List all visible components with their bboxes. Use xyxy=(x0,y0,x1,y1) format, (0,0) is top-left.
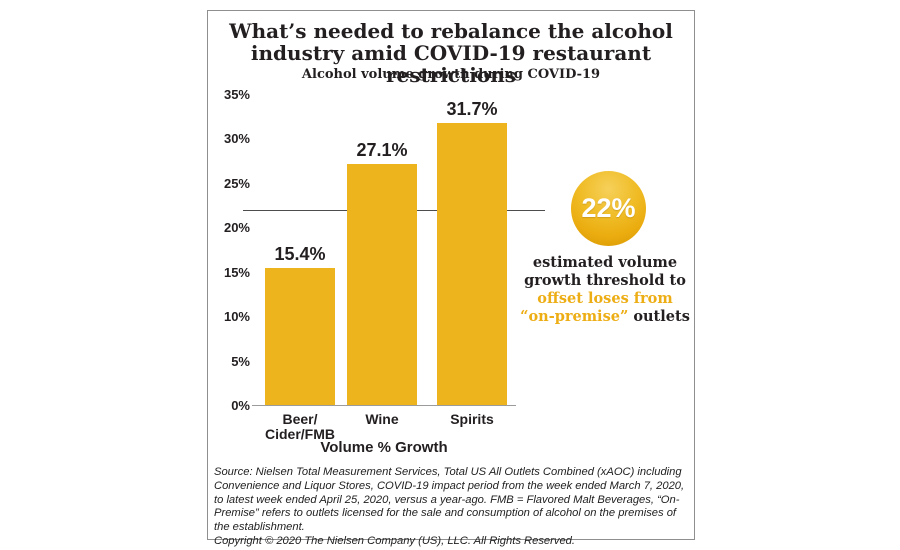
y-axis-tick-label: 30% xyxy=(223,131,250,147)
x-axis-label-wine: Wine xyxy=(322,412,442,427)
x-axis-baseline xyxy=(252,405,516,406)
x-axis-label-line: Cider/FMB xyxy=(265,426,335,442)
annotation-line-1: estimated volume xyxy=(532,254,678,271)
bar-value-label-beer-cider-fmb: 15.4% xyxy=(274,244,326,265)
y-axis-tick-label: 20% xyxy=(223,220,250,236)
annotation-line-4: “on-premise” outlets xyxy=(499,308,711,326)
page-title: What’s needed to rebalance the alcohol i… xyxy=(208,20,694,86)
x-axis-label-beer-cider-fmb: Beer/Cider/FMB xyxy=(240,412,360,442)
annotation-line-4-gold: “on-premise” xyxy=(520,308,629,325)
y-axis-tick-label: 10% xyxy=(223,309,250,325)
chart-subtitle: Alcohol volume growth during COVID-19 xyxy=(301,67,601,82)
threshold-annotation: estimated volume growth threshold to off… xyxy=(499,254,711,326)
y-axis-tick-label: 5% xyxy=(231,353,250,369)
copyright-text: Copyright © 2020 The Nielsen Company (US… xyxy=(214,534,576,547)
annotation-line-3: offset loses from xyxy=(537,290,673,307)
y-axis-tick-label: 15% xyxy=(223,264,250,280)
threshold-badge-circle: 22% xyxy=(571,171,646,246)
source-text: Source: Nielsen Total Measurement Servic… xyxy=(214,466,685,534)
page-title-line2: industry amid COVID-19 restaurant restri… xyxy=(250,41,652,87)
y-axis-tick-label: 25% xyxy=(223,175,250,191)
x-axis-title: Volume % Growth xyxy=(320,439,448,456)
infographic-frame: What’s needed to rebalance the alcohol i… xyxy=(207,10,695,547)
threshold-badge-value: 22% xyxy=(581,193,636,223)
x-axis-label-line: Spirits xyxy=(450,411,494,427)
x-axis-label-spirits: Spirits xyxy=(412,412,532,427)
bar-spirits xyxy=(437,123,507,405)
bar-value-label-wine: 27.1% xyxy=(356,140,408,161)
x-axis-label-line: Wine xyxy=(365,411,399,427)
bar-beer-cider-fmb xyxy=(265,268,335,405)
annotation-line-4-dark: outlets xyxy=(628,308,690,325)
bar-chart: 0% 5% 10% 15% 20% 25% 30% 35% 15.4% Beer/Cider/FM… xyxy=(208,11,694,539)
y-axis-tick-label: 35% xyxy=(223,87,250,102)
page-title-line1: What’s needed to rebalance the alcohol xyxy=(229,19,673,43)
y-axis-tick-label: 0% xyxy=(231,398,250,413)
bar-value-label-spirits: 31.7% xyxy=(446,99,498,120)
bar-wine xyxy=(347,164,417,405)
source-note: Source: Nielsen Total Measurement Servic… xyxy=(214,466,691,549)
annotation-line-2: growth threshold to xyxy=(524,272,686,289)
x-axis-label-line: Beer/ xyxy=(282,411,318,427)
